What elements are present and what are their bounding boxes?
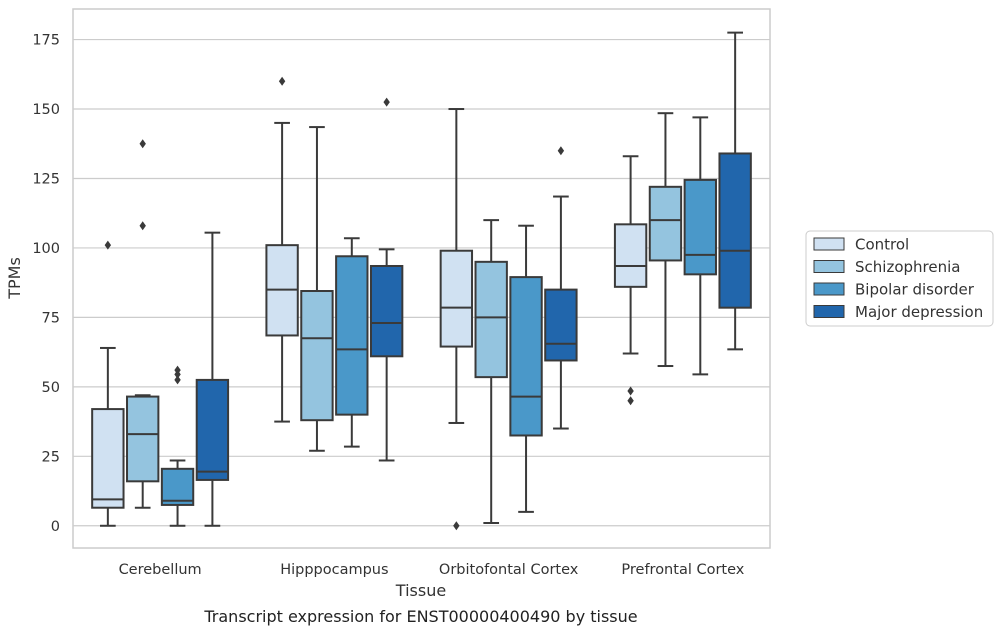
box <box>91 408 125 509</box>
box-group <box>509 224 543 513</box>
box <box>335 255 369 416</box>
box <box>160 467 195 506</box>
box-group <box>683 116 717 376</box>
y-tick-label: 25 <box>42 449 60 465</box>
y-tick-labels: 0 25 50 75 100 125 150 175 <box>32 33 60 535</box>
box-group <box>265 76 299 423</box>
outlier-point <box>174 365 181 375</box>
y-tick-label: 50 <box>42 380 60 396</box>
box <box>683 178 717 276</box>
legend-label: Schizophrenia <box>855 258 960 276</box>
gridlines <box>73 38 770 527</box>
boxes <box>91 31 752 531</box>
box <box>474 260 508 379</box>
box <box>195 378 230 481</box>
box <box>648 185 683 262</box>
box <box>126 395 160 483</box>
y-axis-label: TPMs <box>5 257 24 300</box>
box <box>718 152 752 309</box>
outlier-point <box>627 386 634 396</box>
x-axis-label: Tissue <box>395 581 446 600</box>
legend-label: Major depression <box>855 303 983 321</box>
box <box>300 290 334 422</box>
box-group <box>544 146 578 430</box>
box-group <box>126 139 160 509</box>
box-group <box>91 240 125 527</box>
x-tick-label: Cerebellum <box>119 562 202 578</box>
box-group <box>195 231 230 527</box>
chart-caption: Transcript expression for ENST0000040049… <box>203 607 637 626</box>
y-tick-label: 175 <box>32 33 60 49</box>
legend-label: Control <box>855 236 909 254</box>
y-tick-label: 100 <box>32 241 60 257</box>
box <box>439 249 474 348</box>
legend-label: Bipolar disorder <box>855 281 975 299</box>
box-group <box>369 97 404 462</box>
x-tick-labels: Cerebellum Hipppocampus Orbitofontal Corte… <box>119 562 745 578</box>
x-tick-label: Hipppocampus <box>280 562 388 578</box>
legend-swatch <box>813 282 845 296</box>
x-tick-label: Prefrontal Cortex <box>621 562 744 578</box>
x-tick-label: Orbitofontal Cortex <box>439 562 579 578</box>
legend-swatch <box>813 305 845 318</box>
outlier-point <box>139 221 146 231</box>
box-group <box>439 108 474 531</box>
box-group <box>718 31 752 351</box>
y-tick-label: 0 <box>51 519 60 535</box>
box <box>369 264 404 358</box>
y-tick-label: 75 <box>42 310 60 326</box>
box <box>613 223 648 288</box>
box-group <box>613 155 648 406</box>
legend: Control Schizophrenia Bipolar disorder Majo… <box>805 230 994 327</box>
box-group <box>160 365 195 527</box>
outlier-point <box>104 240 112 250</box>
box-group <box>335 237 369 448</box>
outlier-point <box>383 97 390 107</box>
plot-frame <box>72 8 771 549</box>
box-group <box>474 219 508 524</box>
y-tick-label: 125 <box>32 171 60 187</box>
outlier-point <box>278 76 286 86</box>
legend-swatch <box>813 237 845 251</box>
box <box>544 288 578 362</box>
outlier-point <box>453 521 460 531</box>
box-group <box>648 112 683 368</box>
outlier-point <box>557 146 565 156</box>
legend-swatch <box>813 260 845 273</box>
legend-frame <box>805 230 994 327</box>
outlier-point <box>627 396 634 406</box>
outlier-point <box>139 139 146 149</box>
y-tick-label: 150 <box>32 102 60 118</box>
outlier-point <box>174 375 181 385</box>
box-group <box>300 126 334 452</box>
box <box>509 276 543 437</box>
